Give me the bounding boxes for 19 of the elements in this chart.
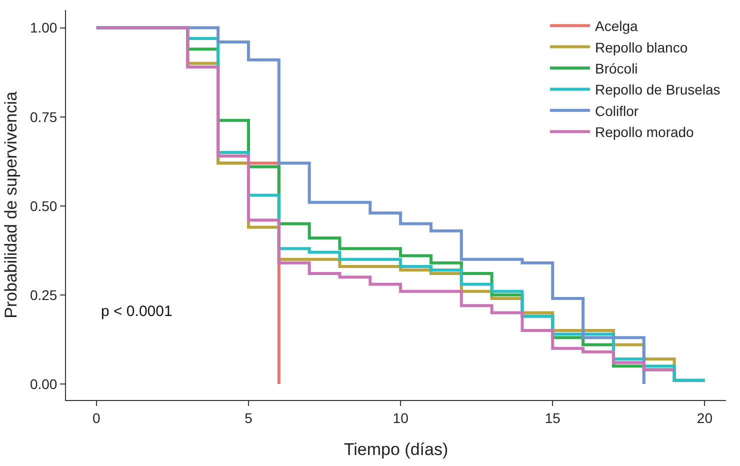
- legend-label: Repollo morado: [595, 124, 694, 140]
- y-axis-title: Probabilidad de supervivencia: [2, 91, 20, 318]
- legend-label: Repollo de Bruselas: [595, 82, 720, 98]
- legend-label: Brócoli: [595, 60, 638, 76]
- x-tick-label: 10: [392, 410, 409, 426]
- y-tick-label: 0.25: [30, 286, 58, 303]
- x-tick-label: 15: [544, 410, 561, 426]
- legend-label: Coliflor: [595, 102, 639, 119]
- x-tick-label: 20: [696, 410, 713, 426]
- y-tick-label: 1.00: [30, 20, 58, 36]
- annotation: p < 0.0001: [101, 303, 172, 320]
- legend-label: Repollo blanco: [595, 39, 688, 56]
- x-axis-title: Tiempo (días): [344, 440, 448, 460]
- y-tick-label: 0.00: [30, 376, 58, 392]
- legend-label: Acelga: [595, 18, 638, 34]
- x-tick-label: 5: [244, 410, 253, 426]
- y-tick-label: 0.50: [30, 198, 58, 214]
- x-tick-label: 0: [92, 410, 101, 426]
- y-tick-label: 0.75: [30, 108, 58, 125]
